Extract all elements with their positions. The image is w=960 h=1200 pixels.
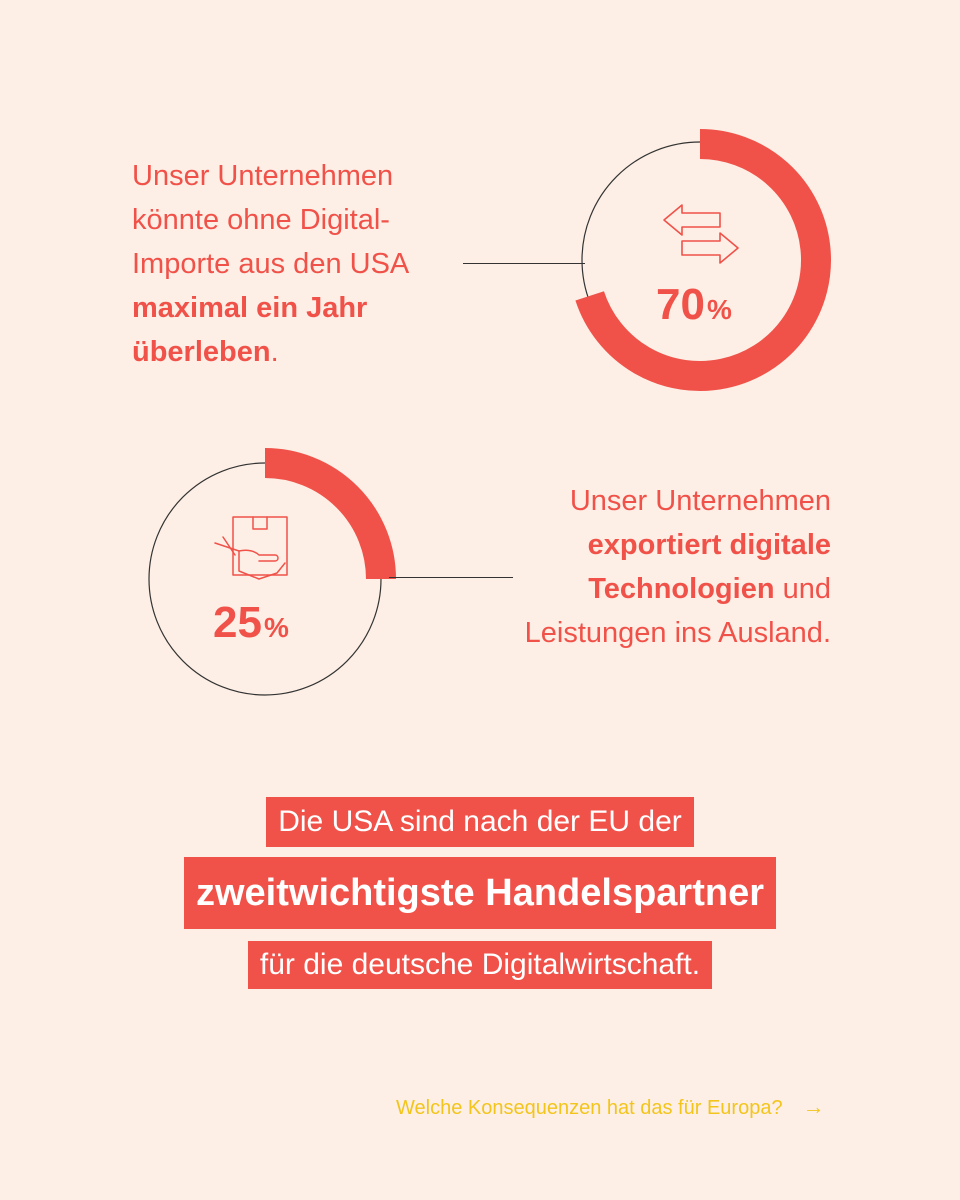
stat-2-unit: % <box>263 612 289 643</box>
arrows-exchange-icon <box>663 204 739 264</box>
stat-1-unit: % <box>706 294 732 325</box>
box-hand-icon <box>214 516 288 580</box>
next-slide-link[interactable]: Welche Konsequenzen hat das für Europa? → <box>396 1094 825 1120</box>
stat-1-text-bold: maximal ein Jahr überleben <box>132 292 368 368</box>
highlight-line-1: Die USA sind nach der EU der <box>0 797 960 847</box>
donut-1-arc <box>575 129 831 391</box>
stat-2-percentage: 25% <box>213 598 289 648</box>
highlight-line-3: für die deutsche Digitalwirtschaft. <box>0 941 960 989</box>
highlight-line-2: zweitwichtigste Handelspartner <box>0 857 960 929</box>
stat-2-text-part2: und Leistungen ins Ausland. <box>524 573 831 649</box>
highlight-text-3: für die deutsche Digitalwirtschaft. <box>247 941 713 989</box>
highlight-text-1: Die USA sind nach der EU der <box>266 797 694 847</box>
highlight-text-2: zweitwichtigste Handelspartner <box>183 857 776 929</box>
stat-2-text-part1: Unser Unternehmen <box>569 485 831 517</box>
stat-1-percentage: 70% <box>656 280 732 330</box>
stat-1-value: 70 <box>656 280 705 329</box>
donut-chart-70 <box>575 129 831 391</box>
stat-1-text-part1: Unser Unternehmen könnte ohne Digital-Im… <box>132 160 408 280</box>
stat-2-text-bold: exportiert digitale Technologien <box>587 529 831 605</box>
next-slide-text: Welche Konsequenzen hat das für Europa? <box>396 1097 783 1119</box>
stat-1-text-part2: . <box>270 336 279 368</box>
stat-2-connector-line <box>389 577 513 578</box>
donut-2-arc <box>264 448 396 580</box>
stat-2-value: 25 <box>213 598 262 647</box>
arrow-right-icon: → <box>802 1094 825 1119</box>
stat-1-connector-line <box>463 263 585 264</box>
donut-chart-25 <box>148 448 396 696</box>
stat-2-description: Unser Unternehmen exportiert digitale Te… <box>520 479 831 655</box>
stat-1-description: Unser Unternehmen könnte ohne Digital-Im… <box>132 154 452 374</box>
